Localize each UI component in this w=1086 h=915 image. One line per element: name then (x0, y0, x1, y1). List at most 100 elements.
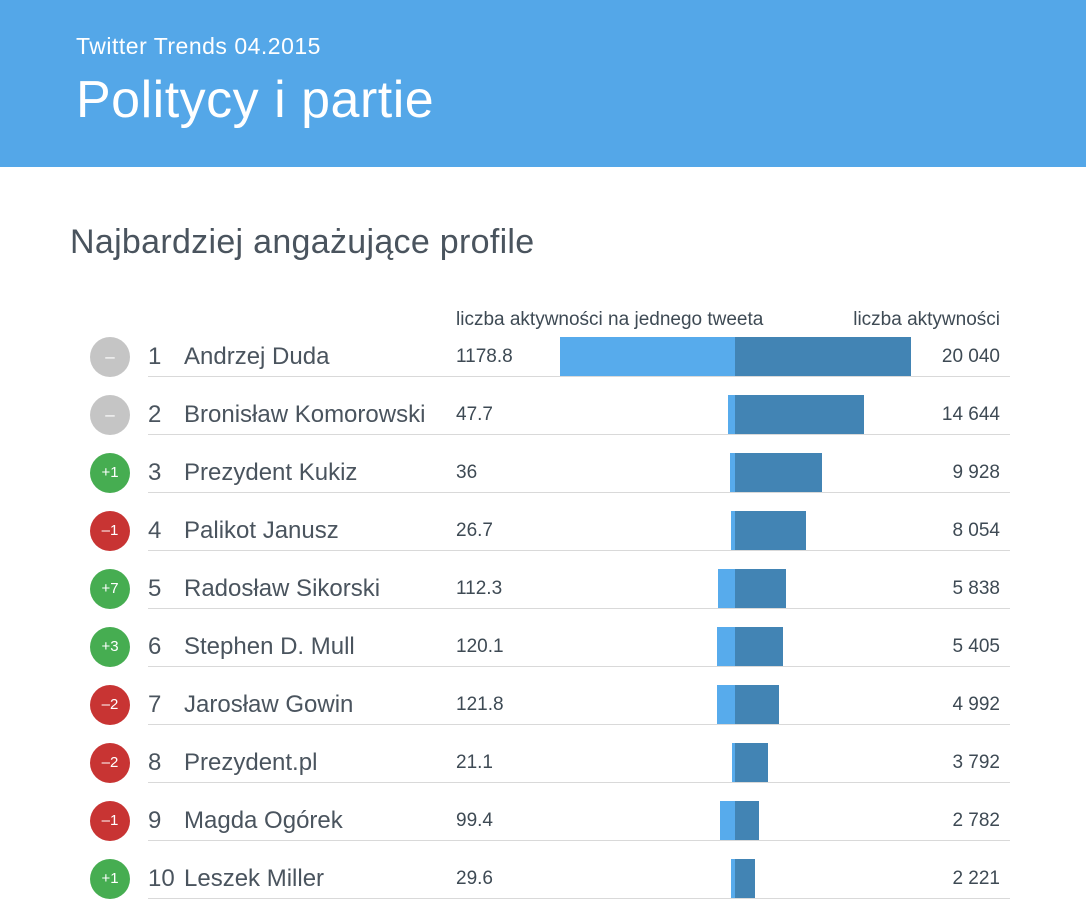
table-row: – 2 Bronisław Komorowski 47.7 14 644 (70, 377, 1010, 435)
rank-change-badge: –1 (90, 801, 130, 841)
rank-change-badge: +3 (90, 627, 130, 667)
per-tweet-value: 29.6 (456, 868, 493, 889)
per-tweet-bar (727, 395, 735, 435)
profile-name: Radosław Sikorski (184, 575, 381, 602)
per-tweet-bar (729, 453, 735, 493)
per-tweet-bar (717, 627, 735, 667)
table-row: +1 10 Leszek Miller 29.6 2 221 (70, 841, 1010, 899)
page-title: Politycy i partie (76, 71, 435, 129)
bar-chart-cell (560, 685, 911, 725)
total-activity-value: 2 782 (952, 810, 1000, 831)
total-activity-bar (735, 801, 760, 841)
rank-number: 3 (148, 459, 162, 486)
report-subtitle: Twitter Trends 04.2015 (76, 33, 321, 59)
rank-change-badge: –2 (90, 685, 130, 725)
per-tweet-value: 120.1 (456, 636, 504, 657)
total-activity-value: 4 992 (952, 694, 1000, 715)
rank-number: 6 (148, 633, 162, 660)
per-tweet-bar (720, 801, 735, 841)
rank-change-badge: – (90, 395, 130, 435)
bar-chart-cell (560, 801, 911, 841)
rank-number: 10 (148, 865, 175, 892)
per-tweet-value: 36 (456, 462, 478, 483)
total-activity-value: 2 221 (952, 868, 1000, 889)
rank-change-badge: –1 (90, 511, 130, 551)
profile-name: Jarosław Gowin (184, 691, 354, 718)
table-row: –1 4 Palikot Janusz 26.7 8 054 (70, 493, 1010, 551)
per-tweet-bar (560, 337, 735, 377)
total-activity-bar (735, 511, 806, 551)
per-tweet-bar (731, 511, 735, 551)
total-activity-bar (735, 395, 864, 435)
rank-change-badge: +1 (90, 859, 130, 899)
total-activity-bar (735, 453, 823, 493)
per-tweet-bar (718, 569, 735, 609)
bar-chart-cell (560, 511, 911, 551)
report-body: Najbardziej angażujące profile liczba ak… (0, 223, 1086, 899)
total-activity-value: 14 644 (941, 404, 1000, 425)
rank-number: 2 (148, 401, 162, 428)
total-activity-value: 3 792 (952, 752, 1000, 773)
table-row: –1 9 Magda Ogórek 99.4 2 782 (70, 783, 1010, 841)
per-tweet-bar (716, 685, 735, 725)
per-tweet-bar (731, 743, 735, 783)
profile-name: Stephen D. Mull (184, 633, 355, 660)
table-row: – 1 Andrzej Duda 1178.8 20 040 (70, 319, 1010, 377)
per-tweet-value: 21.1 (456, 752, 493, 773)
total-activity-value: 9 928 (952, 462, 1000, 483)
total-activity-bar (735, 743, 769, 783)
table-row: +3 6 Stephen D. Mull 120.1 5 405 (70, 609, 1010, 667)
col-header-total: liczba aktywności (853, 309, 1000, 330)
rank-number: 5 (148, 575, 162, 602)
section-title: Najbardziej angażujące profile (70, 223, 535, 261)
profiles-table: – 1 Andrzej Duda 1178.8 20 040 – 2 Broni… (70, 319, 1010, 899)
profile-name: Magda Ogórek (184, 807, 343, 834)
total-activity-bar (735, 859, 755, 899)
bar-chart-cell (560, 627, 911, 667)
total-activity-value: 5 838 (952, 578, 1000, 599)
col-header-per-tweet: liczba aktywności na jednego tweeta (456, 309, 764, 330)
rank-number: 4 (148, 517, 162, 544)
table-row: –2 7 Jarosław Gowin 121.8 4 992 (70, 667, 1010, 725)
total-activity-bar (735, 337, 911, 377)
rank-number: 1 (148, 343, 162, 370)
per-tweet-value: 26.7 (456, 520, 493, 541)
rank-number: 8 (148, 749, 162, 776)
bar-chart-cell (560, 569, 911, 609)
report-header: Twitter Trends 04.2015 Politycy i partie (0, 0, 1086, 167)
total-activity-bar (735, 569, 787, 609)
rank-number: 7 (148, 691, 162, 718)
per-tweet-value: 121.8 (456, 694, 504, 715)
per-tweet-bar (730, 859, 735, 899)
table-row: –2 8 Prezydent.pl 21.1 3 792 (70, 725, 1010, 783)
bar-chart-cell (560, 453, 911, 493)
total-activity-value: 8 054 (952, 520, 1000, 541)
per-tweet-value: 1178.8 (456, 346, 513, 367)
per-tweet-value: 112.3 (456, 578, 503, 599)
profile-name: Leszek Miller (184, 865, 325, 892)
profile-name: Bronisław Komorowski (184, 401, 426, 428)
profile-name: Andrzej Duda (184, 343, 330, 370)
total-activity-bar (735, 627, 783, 667)
table-row: +7 5 Radosław Sikorski 112.3 5 838 (70, 551, 1010, 609)
profile-name: Prezydent Kukiz (184, 459, 358, 486)
bar-chart-cell (560, 395, 911, 435)
bar-chart-cell (560, 859, 911, 899)
rank-change-badge: +7 (90, 569, 130, 609)
table-row: +1 3 Prezydent Kukiz 36 9 928 (70, 435, 1010, 493)
per-tweet-value: 47.7 (456, 404, 493, 425)
per-tweet-value: 99.4 (456, 810, 493, 831)
profile-name: Palikot Janusz (184, 517, 339, 544)
total-activity-value: 20 040 (941, 346, 1000, 367)
rank-change-badge: –2 (90, 743, 130, 783)
column-headers: liczba aktywności na jednego tweeta licz… (70, 308, 1000, 332)
rank-change-badge: +1 (90, 453, 130, 493)
rank-change-badge: – (90, 337, 130, 377)
bar-chart-cell (560, 337, 911, 377)
total-activity-value: 5 405 (952, 636, 1000, 657)
rank-number: 9 (148, 807, 162, 834)
profile-name: Prezydent.pl (184, 749, 318, 776)
total-activity-bar (735, 685, 779, 725)
bar-chart-cell (560, 743, 911, 783)
